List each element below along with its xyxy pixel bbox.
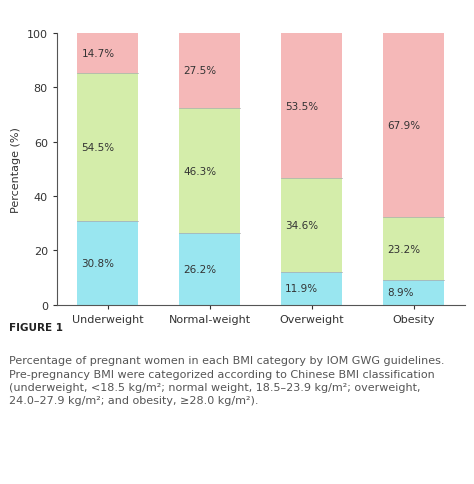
Text: 54.5%: 54.5%	[82, 143, 114, 152]
Bar	[179, 34, 240, 108]
Bar	[281, 179, 342, 272]
Text: 8.9%: 8.9%	[387, 288, 414, 298]
Bar	[179, 108, 240, 234]
Bar	[281, 272, 342, 305]
Bar	[383, 281, 444, 305]
Text: 46.3%: 46.3%	[183, 166, 216, 176]
Y-axis label: Percentage (%): Percentage (%)	[11, 126, 21, 212]
Text: 11.9%: 11.9%	[285, 284, 318, 294]
Bar	[179, 234, 240, 305]
Text: 67.9%: 67.9%	[387, 121, 420, 131]
Text: Percentage of pregnant women in each BMI category by IOM GWG guidelines. Pre-pre: Percentage of pregnant women in each BMI…	[9, 356, 445, 405]
Bar	[77, 222, 138, 305]
Text: 14.7%: 14.7%	[82, 49, 114, 59]
Bar	[77, 34, 138, 74]
Bar	[383, 34, 444, 218]
Text: 26.2%: 26.2%	[183, 264, 216, 274]
Text: 34.6%: 34.6%	[285, 221, 318, 231]
Text: 53.5%: 53.5%	[285, 101, 318, 111]
Text: 23.2%: 23.2%	[387, 244, 420, 255]
Bar	[77, 74, 138, 222]
Text: 30.8%: 30.8%	[82, 258, 114, 268]
Text: FIGURE 1: FIGURE 1	[9, 323, 64, 333]
Text: 27.5%: 27.5%	[183, 66, 216, 76]
Bar	[383, 218, 444, 281]
Bar	[281, 34, 342, 179]
